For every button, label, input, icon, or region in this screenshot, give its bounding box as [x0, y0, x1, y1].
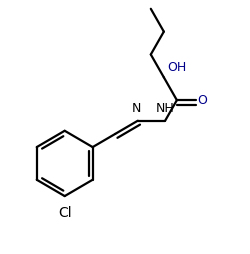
- Text: NH: NH: [155, 102, 174, 115]
- Text: Cl: Cl: [58, 206, 71, 220]
- Text: OH: OH: [166, 60, 185, 74]
- Text: N: N: [131, 102, 141, 115]
- Text: O: O: [197, 94, 207, 107]
